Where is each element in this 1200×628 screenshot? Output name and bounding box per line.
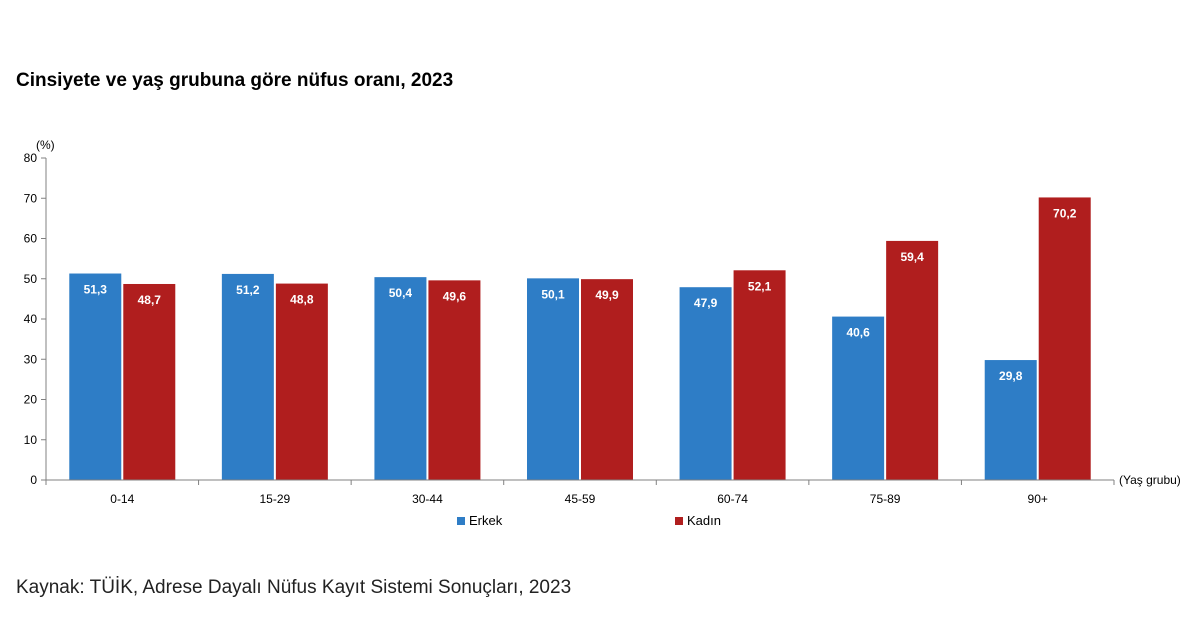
data-label: 59,4 — [900, 250, 924, 264]
bar-kadın-0-14 — [123, 283, 176, 480]
x-tick-label: 30-44 — [412, 492, 443, 506]
data-label: 29,8 — [999, 369, 1023, 383]
x-axis: (Yaş grubu) 0-14 15-29 30-44 45-59 60-74 75-89… — [45, 473, 1181, 506]
legend: Erkek Kadın — [457, 513, 721, 528]
y-tick-label: 30 — [24, 352, 38, 366]
bars: 51,3 48,7 51,2 48,8 50,4 49,6 50,1 49,9 47,9 52,1… — [69, 197, 1091, 480]
bar-erkek-15-29 — [221, 273, 274, 480]
data-label: 49,9 — [595, 288, 619, 302]
x-tick-label: 15-29 — [260, 492, 291, 506]
y-tick-label: 60 — [24, 232, 38, 246]
y-tick-label: 10 — [24, 433, 38, 447]
legend-label-0: Erkek — [469, 513, 503, 528]
legend-swatch-0 — [457, 517, 465, 525]
y-axis-label: (%) — [36, 138, 55, 152]
bar-kadın-60-74 — [733, 270, 786, 480]
bar-kadın-75-89 — [886, 240, 939, 480]
bar-kadın-45-59 — [581, 279, 633, 480]
data-label: 70,2 — [1053, 206, 1077, 220]
data-label: 48,8 — [290, 293, 314, 307]
x-tick-label: 75-89 — [870, 492, 901, 506]
data-label: 40,6 — [846, 326, 870, 340]
y-tick-label: 20 — [24, 393, 38, 407]
y-tick-label: 80 — [24, 151, 38, 165]
bar-erkek-45-59 — [527, 278, 579, 480]
bar-erkek-0-14 — [69, 273, 122, 480]
y-axis: 0 10 20 30 40 50 60 70 80(%) — [24, 138, 55, 487]
legend-swatch-1 — [675, 517, 683, 525]
y-tick-label: 0 — [30, 473, 37, 487]
x-tick-label: 0-14 — [110, 492, 134, 506]
data-label: 51,3 — [84, 283, 108, 297]
data-label: 51,2 — [236, 283, 260, 297]
data-label: 48,7 — [138, 293, 162, 307]
x-tick-label: 45-59 — [565, 492, 596, 506]
bar-erkek-60-74 — [679, 287, 732, 480]
chart-title: Cinsiyete ve yaş grubuna göre nüfus oran… — [16, 70, 454, 91]
x-tick-label: 60-74 — [717, 492, 748, 506]
y-tick-label: 40 — [24, 312, 38, 326]
data-label: 50,1 — [541, 287, 565, 301]
bar-erkek-90+ — [984, 360, 1037, 480]
legend-label-1: Kadın — [687, 513, 721, 528]
bar-kadın-15-29 — [275, 283, 328, 480]
bar-kadın-90+ — [1038, 197, 1091, 480]
y-tick-label: 70 — [24, 191, 38, 205]
bar-erkek-30-44 — [374, 277, 427, 480]
data-label: 52,1 — [748, 279, 772, 293]
x-tick-label: 90+ — [1028, 492, 1048, 506]
data-label: 50,4 — [389, 286, 413, 300]
bar-erkek-75-89 — [832, 316, 885, 480]
y-tick-label: 50 — [24, 272, 38, 286]
data-label: 49,6 — [443, 289, 467, 303]
source-note: Kaynak: TÜİK, Adrese Dayalı Nüfus Kayıt … — [16, 577, 572, 598]
x-axis-label: (Yaş grubu) — [1119, 473, 1181, 487]
data-label: 47,9 — [694, 296, 718, 310]
bar-kadın-30-44 — [428, 280, 481, 480]
